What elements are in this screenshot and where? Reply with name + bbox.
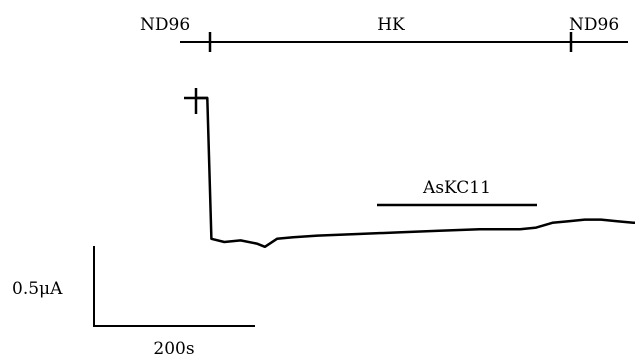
protocol-bar: ND96 HK ND96: [140, 15, 628, 52]
current-trace-line: [196, 96, 635, 249]
protocol-label-hk: HK: [377, 15, 405, 35]
trace-layer: [196, 96, 635, 249]
protocol-label-nd96-right: ND96: [569, 15, 619, 35]
application-label: AsKC11: [422, 178, 491, 198]
scale-bar-y-label: 0.5μA: [12, 279, 63, 299]
application-bar-askc11: AsKC11: [377, 178, 537, 207]
scale-bar-x-label: 200s: [153, 339, 194, 356]
scale-bars: 0.5μA 200s: [12, 246, 255, 356]
protocol-label-nd96-left: ND96: [140, 15, 190, 35]
trace-start-marker: [184, 88, 208, 114]
